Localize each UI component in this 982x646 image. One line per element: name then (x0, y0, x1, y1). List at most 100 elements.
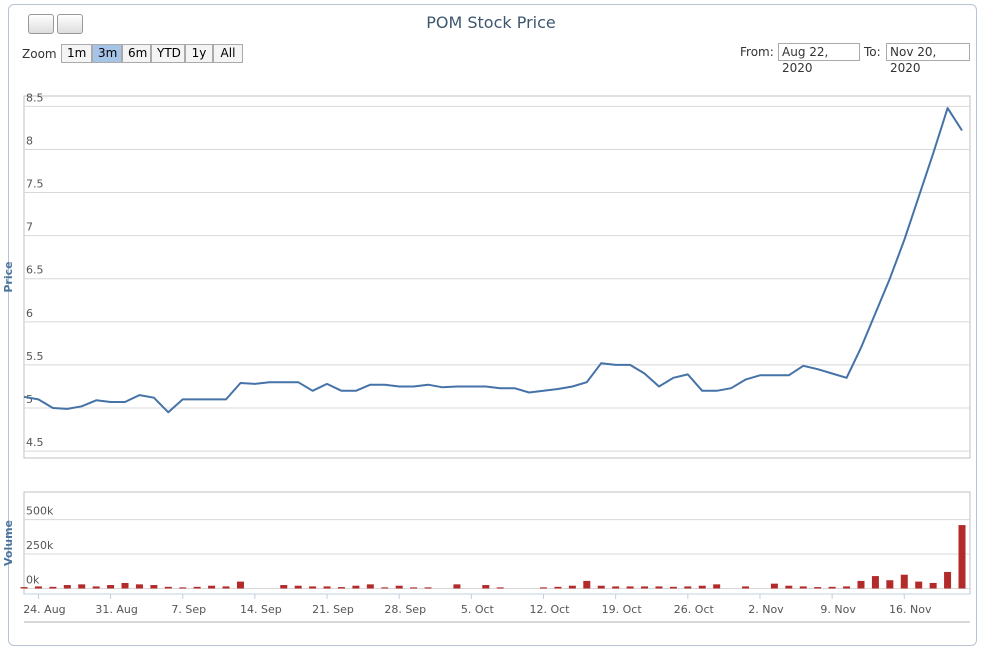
volume-bar (929, 582, 937, 589)
volume-bar (828, 586, 836, 589)
volume-bar (482, 585, 490, 589)
print-button[interactable] (57, 14, 83, 34)
volume-bar (554, 586, 562, 589)
chart: 4.5 5 5.5 6 6.5 7 7.5 8 8.5 Price 0k 250k 500k Volume… (2, 91, 971, 623)
volume-bar (871, 576, 879, 589)
volume-bar (713, 584, 721, 589)
zoom-button[interactable]: All (213, 44, 243, 63)
volume-bar (34, 586, 42, 589)
plot-area (23, 491, 971, 595)
zoom-button[interactable]: 1m (61, 44, 92, 63)
volume-bar (540, 587, 548, 589)
volume-bar (222, 586, 230, 589)
x-tick-label: 19. Oct (602, 603, 643, 616)
x-tick-label: 5. Oct (461, 603, 495, 616)
plot-area (23, 95, 971, 459)
volume-bar (814, 587, 822, 589)
x-tick-label: 7. Sep (171, 603, 206, 616)
volume-bar (193, 586, 201, 589)
volume-bar (944, 571, 952, 589)
volume-bar (900, 574, 908, 589)
volume-bar (915, 581, 923, 589)
x-tick-label: 31. Aug (95, 603, 137, 616)
volume-bar (742, 586, 750, 589)
to-label: To: (864, 45, 881, 59)
y-axis-title: Price (2, 261, 15, 292)
volume-bar (612, 586, 620, 589)
x-tick-label: 9. Nov (820, 603, 856, 616)
volume-bar (597, 585, 605, 589)
x-tick-label: 14. Sep (240, 603, 282, 616)
chart-title: POM Stock Price (426, 13, 556, 32)
download-button[interactable] (28, 14, 54, 34)
volume-bar (236, 581, 244, 589)
volume-bar (785, 585, 793, 589)
y-tick-label: 4.5 (26, 436, 44, 449)
volume-bar (49, 586, 57, 589)
volume-bar (843, 586, 851, 589)
y-tick-label: 8.5 (26, 91, 44, 104)
zoom-button[interactable]: 3m (92, 44, 122, 63)
from-input[interactable]: Aug 22, 2020 (778, 43, 860, 75)
price-line (23, 107, 963, 414)
volume-bar (655, 586, 663, 589)
y-tick-label: 7.5 (26, 178, 44, 191)
volume-bar (857, 580, 865, 589)
volume-bar (684, 586, 692, 589)
y-tick-label: 500k (26, 505, 54, 518)
zoom-button[interactable]: YTD (151, 44, 185, 63)
zoom-button[interactable]: 6m (122, 44, 151, 63)
volume-bar (352, 585, 360, 589)
volume-bar (669, 586, 677, 589)
volume-bar (150, 585, 158, 589)
y-axis-title: Volume (2, 520, 15, 566)
y-tick-label: 7 (26, 221, 33, 234)
y-tick-label: 250k (26, 539, 54, 552)
y-tick-label: 6 (26, 307, 33, 320)
volume-bar (20, 587, 28, 589)
y-tick-label: 0k (26, 573, 40, 586)
zoom-label: Zoom (22, 47, 57, 61)
volume-bar (799, 586, 807, 589)
volume-bar (698, 585, 706, 589)
volume-bar (381, 587, 389, 589)
to-input[interactable]: Nov 20, 2020 (886, 43, 970, 75)
x-tick-label: 26. Oct (674, 603, 715, 616)
volume-bar (107, 585, 115, 589)
volume-bar (164, 586, 172, 589)
volume-bar (294, 585, 302, 589)
x-tick-label: 12. Oct (529, 603, 570, 616)
volume-bar (337, 587, 345, 589)
volume-bar (121, 582, 129, 589)
x-tick-label: 21. Sep (312, 603, 354, 616)
volume-bar (496, 587, 504, 589)
volume-bar (568, 585, 576, 589)
y-tick-label: 6.5 (26, 264, 44, 277)
volume-bar (410, 587, 418, 589)
volume-bar (135, 584, 143, 589)
volume-bar (958, 525, 966, 589)
volume-bar (453, 584, 461, 589)
volume-bar (626, 586, 634, 589)
from-label: From: (740, 45, 774, 59)
volume-bar (208, 585, 216, 589)
volume-bar (280, 585, 288, 589)
y-tick-label: 5 (26, 393, 33, 406)
x-tick-label: 24. Aug (23, 603, 65, 616)
volume-bar (366, 584, 374, 589)
volume-bar (63, 585, 71, 589)
volume-bar (641, 586, 649, 589)
volume-bar (395, 585, 403, 589)
zoom-button[interactable]: 1y (185, 44, 213, 63)
volume-bar (886, 580, 894, 589)
volume-bar (583, 580, 591, 589)
x-tick-label: 28. Sep (384, 603, 426, 616)
volume-bar (309, 586, 317, 589)
volume-bar (770, 583, 778, 589)
volume-bar (323, 586, 331, 589)
x-tick-label: 2. Nov (748, 603, 784, 616)
y-tick-label: 8 (26, 134, 33, 147)
y-tick-label: 5.5 (26, 350, 44, 363)
volume-bar (179, 587, 187, 589)
volume-bar (92, 586, 100, 589)
